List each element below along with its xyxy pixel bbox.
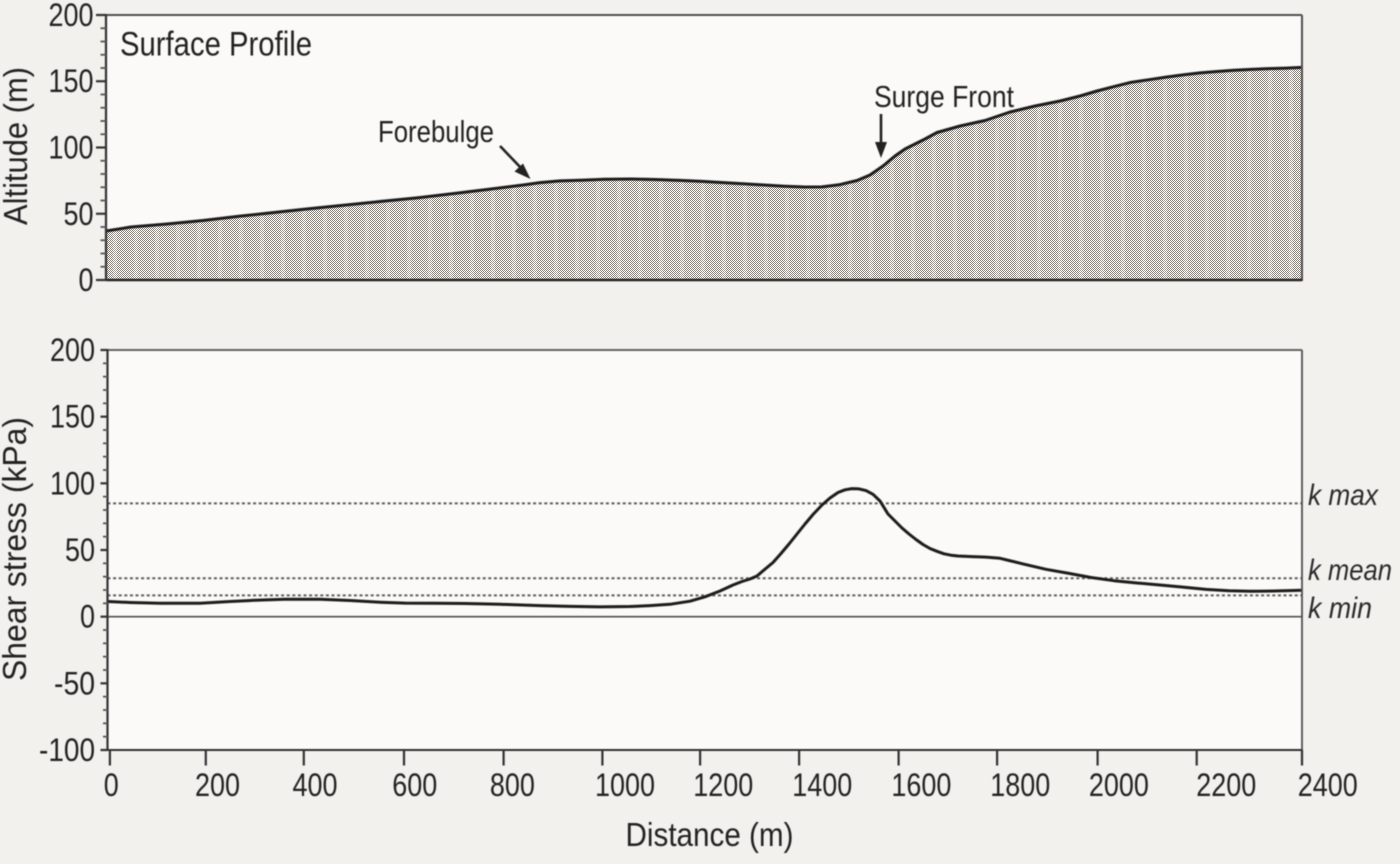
svg-text:-100: -100	[39, 732, 95, 768]
svg-text:800: 800	[490, 767, 535, 803]
svg-text:200: 200	[195, 767, 240, 803]
svg-text:Surge Front: Surge Front	[874, 79, 1014, 114]
svg-text:2400: 2400	[1298, 767, 1358, 803]
svg-text:0: 0	[104, 767, 119, 803]
svg-text:150: 150	[49, 63, 94, 99]
svg-text:400: 400	[293, 767, 338, 803]
svg-text:k mean: k mean	[1308, 554, 1392, 587]
svg-text:1000: 1000	[595, 767, 655, 803]
svg-text:50: 50	[64, 196, 94, 232]
svg-text:Surface Profile: Surface Profile	[120, 26, 312, 64]
svg-text:0: 0	[79, 262, 94, 298]
svg-text:1200: 1200	[693, 767, 753, 803]
svg-text:2200: 2200	[1196, 767, 1256, 803]
svg-text:0: 0	[80, 599, 95, 635]
svg-text:Shear stress (kPa): Shear stress (kPa)	[0, 417, 33, 681]
svg-text:2000: 2000	[1089, 767, 1149, 803]
svg-text:k min: k min	[1308, 592, 1372, 625]
svg-text:100: 100	[50, 465, 95, 501]
svg-text:200: 200	[50, 332, 95, 368]
svg-text:Distance (m): Distance (m)	[626, 816, 794, 853]
svg-text:600: 600	[392, 767, 437, 803]
svg-text:Altitude (m): Altitude (m)	[0, 67, 34, 225]
svg-text:200: 200	[49, 0, 94, 33]
svg-text:Forebulge: Forebulge	[378, 114, 494, 149]
svg-text:1600: 1600	[891, 767, 951, 803]
svg-text:k max: k max	[1308, 479, 1379, 512]
svg-text:150: 150	[50, 399, 95, 435]
svg-text:-50: -50	[54, 665, 95, 701]
svg-text:1800: 1800	[990, 767, 1050, 803]
svg-text:100: 100	[49, 130, 94, 166]
svg-text:1400: 1400	[792, 767, 852, 803]
svg-text:50: 50	[65, 532, 95, 568]
